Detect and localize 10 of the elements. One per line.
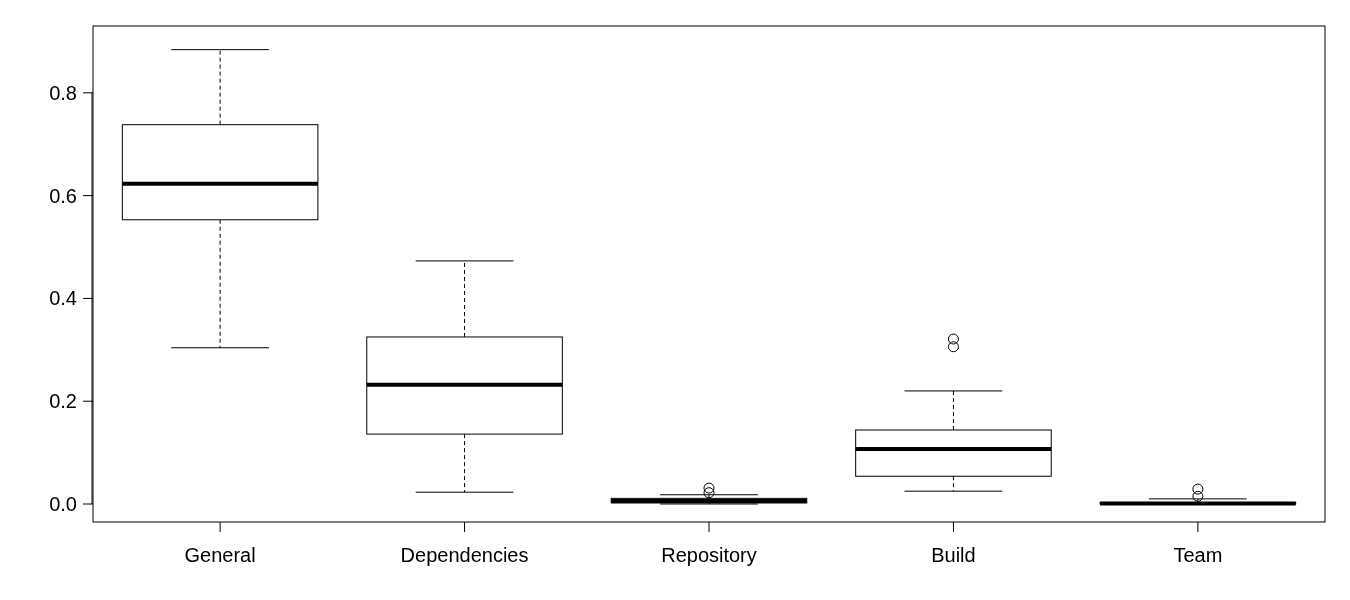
x-tick-label: General	[184, 544, 256, 566]
y-tick-label: 0.0	[49, 493, 77, 516]
y-tick-label: 0.2	[49, 390, 77, 413]
y-tick-label: 0.4	[49, 287, 77, 310]
x-tick-label: Dependencies	[400, 544, 529, 566]
y-tick-label: 0.8	[49, 81, 77, 104]
x-tick-label: Build	[931, 544, 976, 566]
x-tick-label: Repository	[661, 544, 757, 566]
y-tick-label: 0.6	[49, 184, 77, 207]
x-tick-label: Team	[1173, 544, 1223, 566]
